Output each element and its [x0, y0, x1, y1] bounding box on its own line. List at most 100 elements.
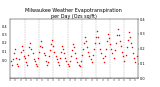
Point [56, 61, 59, 63]
Point [60, 51, 62, 52]
Point [134, 61, 137, 63]
Point [12, 58, 14, 60]
Point [18, 58, 21, 60]
Point [131, 47, 133, 48]
Point [19, 51, 22, 52]
Point [45, 64, 48, 66]
Point [51, 39, 54, 41]
Point [76, 61, 79, 63]
Point [35, 63, 37, 64]
Point [68, 60, 71, 61]
Point [82, 48, 84, 49]
Point [23, 55, 25, 57]
Point [59, 57, 61, 58]
Title: Milwaukee Weather Evapotranspiration
per Day (Ozs sq/ft): Milwaukee Weather Evapotranspiration per… [25, 8, 122, 19]
Point [11, 64, 13, 66]
Point [87, 51, 90, 52]
Point [66, 63, 69, 64]
Point [37, 57, 39, 58]
Point [108, 38, 110, 39]
Point [96, 30, 98, 32]
Point [27, 54, 29, 55]
Point [42, 52, 45, 54]
Point [58, 64, 60, 66]
Point [61, 45, 63, 46]
Point [67, 66, 70, 67]
Point [70, 55, 72, 57]
Point [26, 64, 28, 66]
Point [90, 61, 93, 63]
Point [98, 42, 101, 44]
Point [78, 66, 81, 67]
Point [73, 47, 75, 48]
Point [50, 44, 52, 45]
Point [77, 64, 80, 66]
Point [111, 52, 114, 54]
Point [97, 36, 100, 38]
Point [28, 47, 31, 48]
Point [36, 66, 38, 67]
Point [48, 55, 50, 57]
Point [72, 44, 74, 45]
Point [41, 47, 44, 48]
Point [9, 60, 12, 61]
Point [80, 54, 83, 55]
Point [84, 36, 86, 38]
Point [119, 41, 121, 42]
Point [114, 42, 117, 44]
Point [86, 47, 88, 48]
Point [30, 48, 33, 49]
Point [92, 54, 94, 55]
Point [113, 50, 116, 51]
Point [112, 57, 115, 58]
Point [40, 41, 43, 42]
Text: 0.4
0.3
0.2
0.1
0.0: 0.4 0.3 0.2 0.1 0.0 [2, 25, 7, 62]
Point [39, 45, 41, 46]
Point [55, 58, 58, 60]
Point [53, 51, 56, 52]
Point [94, 42, 96, 44]
Point [85, 41, 88, 42]
Point [31, 52, 34, 54]
Point [74, 52, 76, 54]
Point [110, 48, 113, 49]
Point [63, 52, 66, 54]
Point [24, 57, 26, 58]
Point [16, 63, 19, 64]
Point [49, 50, 51, 51]
Point [109, 44, 112, 45]
Point [79, 60, 82, 61]
Point [89, 58, 92, 60]
Point [33, 60, 36, 61]
Point [14, 48, 16, 49]
Point [71, 50, 73, 51]
Point [44, 60, 47, 61]
Point [100, 52, 103, 54]
Point [122, 55, 125, 57]
Point [95, 36, 97, 38]
Point [15, 57, 17, 58]
Point [132, 52, 135, 54]
Point [64, 57, 67, 58]
Point [21, 50, 24, 51]
Point [129, 36, 131, 38]
Point [105, 48, 107, 49]
Point [123, 60, 126, 61]
Point [32, 58, 35, 60]
Point [133, 57, 136, 58]
Point [101, 57, 104, 58]
Point [92, 48, 95, 49]
Point [25, 61, 27, 63]
Point [83, 42, 85, 44]
Point [117, 29, 119, 30]
Point [118, 35, 120, 36]
Point [17, 66, 20, 67]
Point [38, 51, 40, 52]
Point [88, 55, 91, 57]
Point [128, 32, 130, 33]
Point [116, 35, 118, 36]
Point [43, 54, 46, 55]
Point [99, 48, 102, 49]
Point [135, 55, 138, 57]
Point [107, 33, 109, 35]
